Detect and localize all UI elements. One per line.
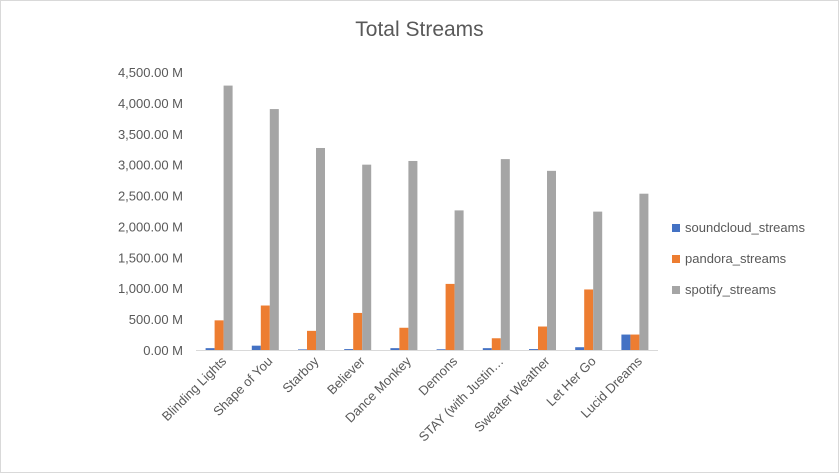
legend-label: pandora_streams [685, 251, 787, 266]
x-category-label: Starboy [279, 353, 322, 396]
bar-spotify_streams [362, 164, 372, 350]
bar-soundcloud_streams [436, 349, 446, 350]
bar-spotify_streams [408, 160, 418, 350]
bar-spotify_streams [223, 85, 233, 350]
bar-spotify_streams [593, 211, 603, 350]
legend-label: spotify_streams [685, 282, 777, 297]
bar-soundcloud_streams [482, 348, 492, 350]
bar-soundcloud_streams [621, 334, 631, 350]
y-tick-label: 500.00 M [129, 312, 183, 327]
bar-pandora_streams [445, 283, 455, 350]
bar-soundcloud_streams [529, 349, 538, 350]
bar-spotify_streams [547, 170, 556, 350]
y-tick-label: 2,000.00 M [118, 219, 183, 234]
bar-pandora_streams [538, 326, 547, 350]
y-tick-label: 2,500.00 M [118, 189, 183, 204]
bar-soundcloud_streams [205, 348, 215, 350]
bar-soundcloud_streams [251, 345, 261, 350]
bar-pandora_streams [491, 338, 501, 350]
y-tick-label: 3,000.00 M [118, 158, 183, 173]
x-category-label: Demons [415, 353, 460, 398]
bar-pandora_streams [630, 334, 640, 350]
legend-item: spotify_streams [672, 282, 805, 313]
legend-swatch [672, 286, 680, 294]
y-tick-label: 0.00 M [143, 343, 183, 358]
bar-spotify_streams [454, 210, 464, 350]
bar-pandora_streams [214, 320, 224, 350]
y-tick-label: 1,500.00 M [118, 250, 183, 265]
y-tick-label: 1,000.00 M [118, 281, 183, 296]
y-tick-label: 4,500.00 M [118, 65, 183, 80]
bar-pandora_streams [353, 312, 363, 350]
bar-soundcloud_streams [390, 348, 400, 350]
legend-swatch [672, 255, 680, 263]
x-category-label: Believer [324, 353, 368, 397]
bar-soundcloud_streams [575, 347, 585, 350]
bar-spotify_streams [316, 147, 325, 350]
y-tick-label: 3,500.00 M [118, 127, 183, 142]
bar-spotify_streams [269, 109, 279, 350]
bar-soundcloud_streams [344, 349, 354, 350]
bar-soundcloud_streams [298, 349, 307, 350]
chart-title: Total Streams [355, 18, 484, 41]
bar-pandora_streams [260, 305, 270, 350]
legend-label: soundcloud_streams [685, 220, 805, 235]
x-category-label: STAY (with Justin… [416, 354, 507, 445]
y-tick-label: 4,000.00 M [118, 96, 183, 111]
legend-item: soundcloud_streams [672, 220, 805, 251]
bar-pandora_streams [584, 289, 594, 350]
bar-pandora_streams [307, 330, 316, 350]
bar-pandora_streams [399, 327, 409, 350]
bar-spotify_streams [639, 193, 649, 350]
legend-item: pandora_streams [672, 251, 805, 282]
legend-swatch [672, 224, 680, 232]
bar-spotify_streams [500, 159, 510, 350]
